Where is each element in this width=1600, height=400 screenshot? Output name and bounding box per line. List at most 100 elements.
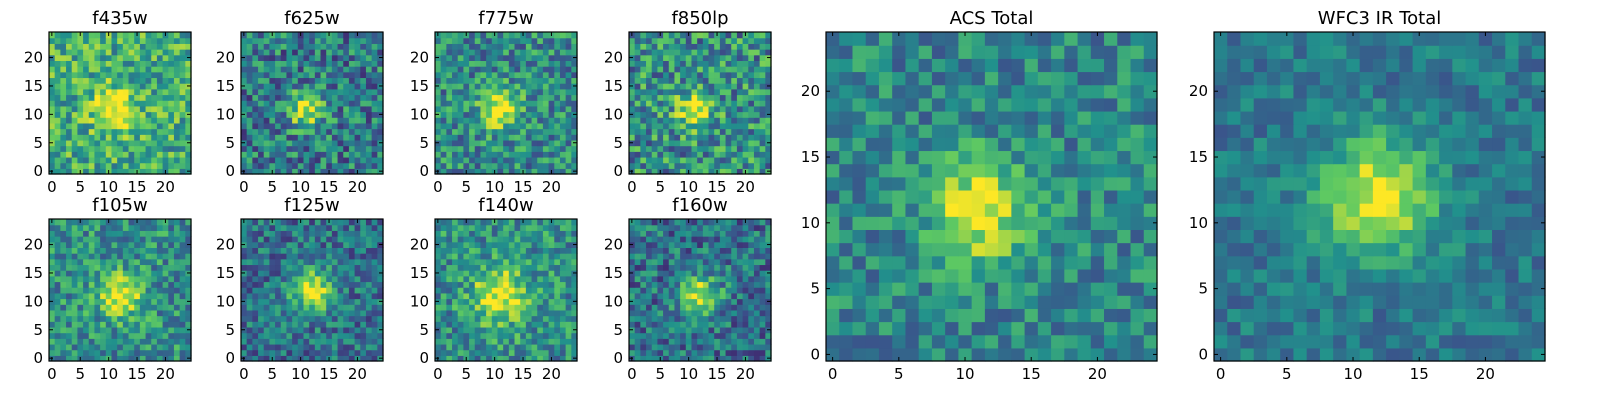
- heatmap-cell: [680, 326, 687, 334]
- heatmap-cell: [185, 94, 192, 101]
- heatmap-cell: [83, 349, 90, 356]
- heatmap-cell: [162, 258, 169, 266]
- heatmap-cell: [168, 287, 175, 294]
- heatmap-cell: [365, 111, 373, 118]
- heatmap-cell: [691, 88, 698, 96]
- heatmap-cell: [105, 258, 113, 266]
- heatmap-cell: [435, 105, 442, 113]
- heatmap-cell: [77, 49, 84, 56]
- heatmap-cell: [548, 122, 555, 130]
- heatmap-cell: [537, 32, 544, 39]
- heatmap-cell: [348, 139, 356, 147]
- heatmap-cell: [105, 43, 113, 50]
- heatmap-cell: [554, 326, 561, 334]
- heatmap-cell: [691, 315, 698, 322]
- heatmap-cell: [365, 304, 373, 311]
- heatmap-cell: [474, 88, 482, 96]
- heatmap-cell: [508, 49, 516, 56]
- heatmap-cell: [145, 258, 152, 266]
- heatmap-cell: [162, 71, 169, 79]
- heatmap-cell: [354, 128, 361, 135]
- heatmap-cell: [286, 128, 293, 135]
- heatmap-cell: [371, 60, 378, 67]
- heatmap-cell: [77, 105, 84, 113]
- heatmap-cell: [377, 105, 384, 113]
- heatmap-cell: [60, 326, 67, 334]
- heatmap-cell: [365, 77, 373, 84]
- heatmap-cell: [360, 264, 367, 271]
- heatmap-cell: [71, 60, 78, 67]
- heatmap-cell: [326, 139, 333, 147]
- heatmap-cell: [134, 54, 141, 61]
- heatmap-cell: [280, 270, 288, 277]
- heatmap-cell: [491, 281, 499, 288]
- heatmap-cell: [111, 224, 118, 231]
- heatmap-cell: [463, 134, 470, 141]
- heatmap-cell: [731, 128, 738, 135]
- heatmap-cell: [731, 338, 738, 345]
- heatmap-cell: [162, 343, 169, 351]
- heatmap-cell: [66, 338, 73, 345]
- heatmap-cell: [309, 224, 316, 231]
- heatmap-cell: [105, 275, 113, 283]
- heatmap-cell: [691, 287, 698, 294]
- heatmap-cell: [708, 32, 715, 39]
- heatmap-cell: [360, 71, 367, 79]
- heatmap-cell: [292, 253, 299, 260]
- heatmap-cell: [246, 54, 253, 61]
- heatmap-cell: [714, 156, 721, 164]
- heatmap-cell: [629, 287, 636, 294]
- heatmap-cell: [111, 304, 118, 311]
- heatmap-cell: [469, 264, 476, 271]
- heatmap-cell: [753, 292, 761, 300]
- heatmap-cell: [640, 32, 647, 39]
- heatmap-cell: [286, 230, 293, 237]
- heatmap-cell: [156, 270, 164, 277]
- heatmap-cell: [548, 134, 555, 141]
- heatmap-cell: [246, 326, 253, 334]
- heatmap-cell: [275, 100, 282, 107]
- heatmap-cell: [258, 105, 265, 113]
- heatmap-cell: [309, 32, 316, 39]
- heatmap-cell: [629, 43, 636, 50]
- heatmap-cell: [54, 287, 61, 294]
- heatmap-cell: [105, 304, 113, 311]
- heatmap-cell: [156, 66, 164, 73]
- heatmap-cell: [634, 83, 641, 90]
- heatmap-cell: [514, 60, 521, 67]
- heatmap-cell: [520, 258, 527, 266]
- heatmap-cell: [360, 134, 367, 141]
- heatmap-cell: [537, 111, 544, 118]
- heatmap-cell: [559, 224, 567, 231]
- heatmap-cell: [348, 105, 356, 113]
- heatmap-cell: [94, 292, 101, 300]
- heatmap-cell: [629, 71, 636, 79]
- heatmap-cell: [60, 60, 67, 67]
- heatmap-cell: [651, 168, 658, 175]
- heatmap-cell: [629, 94, 636, 101]
- heatmap-cell: [759, 105, 766, 113]
- heatmap-cell: [156, 145, 164, 152]
- heatmap-cell: [674, 355, 681, 362]
- heatmap-cell: [542, 247, 550, 254]
- heatmap-cell: [542, 88, 550, 96]
- heatmap-cell: [680, 355, 687, 362]
- heatmap-cell: [542, 100, 550, 107]
- heatmap-cell: [463, 315, 470, 322]
- heatmap-cell: [60, 230, 67, 237]
- heatmap-cell: [246, 264, 253, 271]
- heatmap-cell: [508, 117, 516, 124]
- heatmap-cell: [719, 292, 727, 300]
- heatmap-cell: [365, 270, 373, 277]
- heatmap-cell: [275, 264, 282, 271]
- heatmap-cell: [640, 134, 647, 141]
- heatmap-cell: [697, 117, 704, 124]
- heatmap-cell: [514, 264, 521, 271]
- heatmap-cell: [753, 128, 761, 135]
- heatmap-cell: [646, 100, 653, 107]
- heatmap-cell: [714, 49, 721, 56]
- heatmap-cell: [241, 247, 248, 254]
- heatmap-cell: [280, 105, 288, 113]
- heatmap-cell: [297, 156, 305, 164]
- heatmap-cell: [275, 332, 282, 339]
